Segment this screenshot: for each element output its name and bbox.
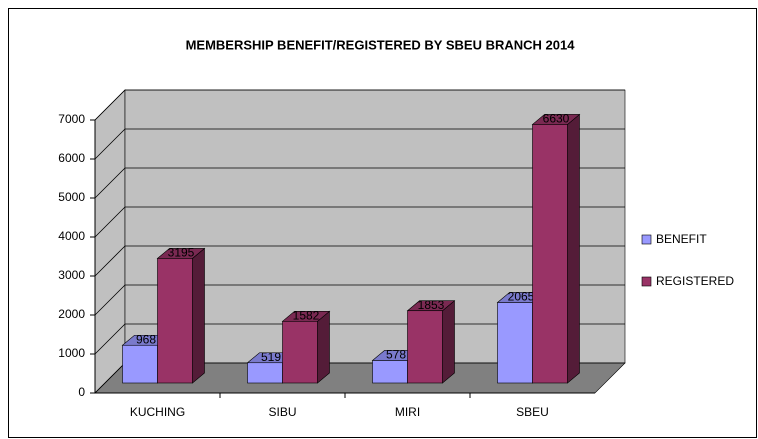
chart-title: MEMBERSHIP BENEFIT/REGISTERED BY SBEU BR… [186, 37, 576, 52]
grid-line [94, 284, 625, 316]
x-tick-label: MIRI [395, 405, 420, 419]
bar [407, 310, 443, 384]
grid-line [94, 89, 625, 121]
legend-label: BENEFIT [656, 232, 707, 246]
grid-line [94, 245, 625, 277]
y-tick-label: 0 [78, 385, 85, 399]
data-label: 3195 [168, 246, 195, 260]
data-label: 1853 [418, 298, 445, 312]
bar [372, 360, 408, 384]
bar [122, 344, 158, 384]
y-tick-label: 5000 [58, 190, 85, 204]
legend-swatch [641, 276, 652, 287]
data-label: 2065 [508, 290, 535, 304]
bar [282, 321, 318, 384]
grid-line [94, 206, 625, 238]
legend-label: REGISTERED [656, 274, 734, 288]
bar-side [442, 300, 455, 384]
bar-side [192, 247, 205, 384]
bar [497, 302, 533, 384]
side-wall [94, 89, 126, 394]
x-tick-label: SBEU [516, 405, 549, 419]
y-tick-label: 6000 [58, 151, 85, 165]
y-tick-label: 7000 [58, 112, 85, 126]
x-tick-label: SIBU [268, 405, 296, 419]
data-label: 968 [136, 332, 156, 346]
bar [532, 124, 568, 384]
x-tick-label: KUCHING [130, 405, 185, 419]
data-label: 578 [386, 348, 406, 362]
y-tick-label: 4000 [58, 229, 85, 243]
y-tick-label: 1000 [58, 346, 85, 360]
y-tick-label: 2000 [58, 307, 85, 321]
y-tick-label: 3000 [58, 268, 85, 282]
grid-line [94, 128, 625, 160]
grid-line [94, 167, 625, 199]
bar [247, 362, 283, 384]
data-label: 519 [261, 350, 281, 364]
bar [157, 258, 193, 384]
data-label: 6630 [543, 112, 570, 126]
legend-swatch [641, 234, 652, 245]
grid-line [94, 323, 625, 355]
data-label: 1582 [293, 308, 320, 322]
bar-side [567, 113, 580, 384]
